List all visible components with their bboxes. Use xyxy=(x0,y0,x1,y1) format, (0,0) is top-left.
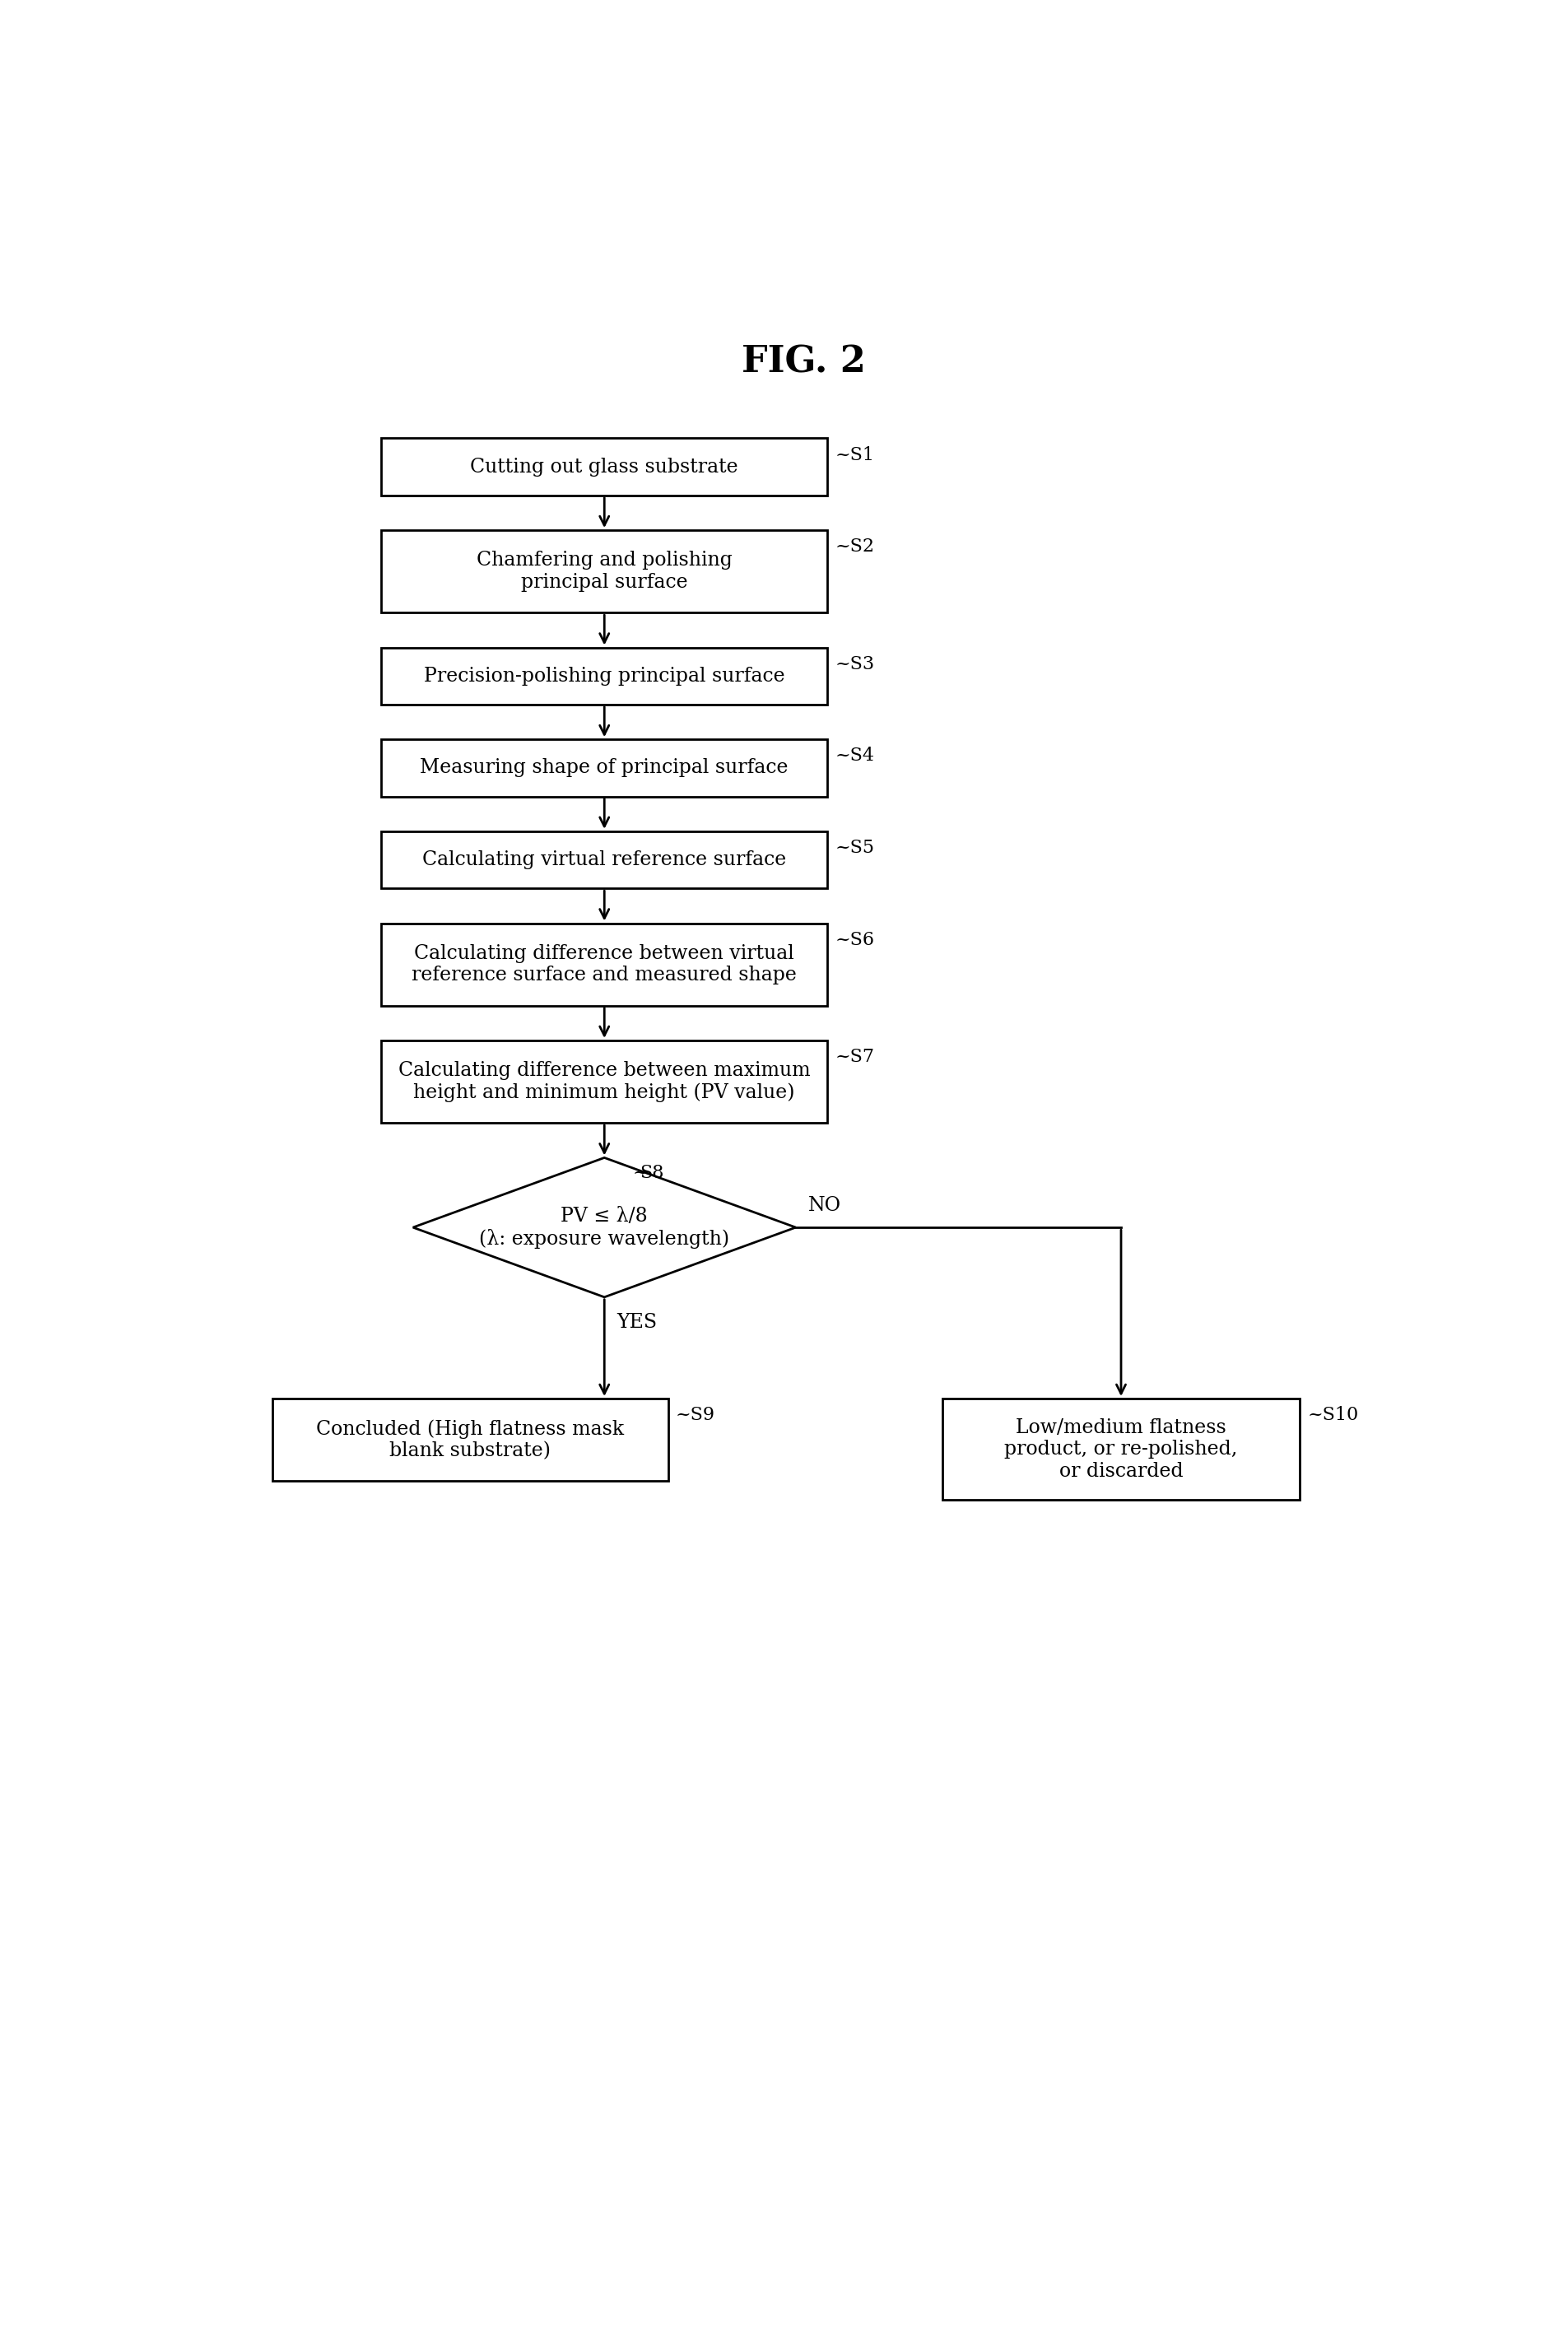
FancyBboxPatch shape xyxy=(381,830,828,888)
Text: PV ≤ λ/8
(λ: exposure wavelength): PV ≤ λ/8 (λ: exposure wavelength) xyxy=(478,1206,729,1248)
Text: Concluded (High flatness mask
blank substrate): Concluded (High flatness mask blank subs… xyxy=(317,1420,624,1460)
Text: ~S1: ~S1 xyxy=(834,445,875,464)
FancyBboxPatch shape xyxy=(381,529,828,613)
Text: Measuring shape of principal surface: Measuring shape of principal surface xyxy=(420,758,789,777)
Text: ~S9: ~S9 xyxy=(676,1406,715,1425)
Text: S8: S8 xyxy=(640,1164,663,1182)
Text: ~S5: ~S5 xyxy=(834,840,875,856)
Text: NO: NO xyxy=(808,1196,840,1215)
Text: ~S3: ~S3 xyxy=(834,655,875,674)
Text: ~S6: ~S6 xyxy=(834,930,875,949)
Text: Low/medium flatness
product, or re-polished,
or discarded: Low/medium flatness product, or re-polis… xyxy=(1004,1418,1237,1481)
Text: ~S7: ~S7 xyxy=(834,1047,875,1066)
Text: Precision-polishing principal surface: Precision-polishing principal surface xyxy=(423,667,784,686)
Text: YES: YES xyxy=(616,1313,657,1332)
FancyBboxPatch shape xyxy=(381,1040,828,1122)
FancyBboxPatch shape xyxy=(381,438,828,494)
FancyBboxPatch shape xyxy=(942,1399,1298,1499)
Text: Calculating difference between maximum
height and minimum height (PV value): Calculating difference between maximum h… xyxy=(398,1061,811,1103)
Text: Chamfering and polishing
principal surface: Chamfering and polishing principal surfa… xyxy=(477,550,732,592)
Text: FIG. 2: FIG. 2 xyxy=(742,345,866,380)
FancyBboxPatch shape xyxy=(381,739,828,798)
FancyBboxPatch shape xyxy=(381,923,828,1005)
FancyBboxPatch shape xyxy=(381,648,828,704)
Text: ~S10: ~S10 xyxy=(1306,1406,1358,1425)
Text: ~S4: ~S4 xyxy=(834,746,875,765)
Text: Calculating difference between virtual
reference surface and measured shape: Calculating difference between virtual r… xyxy=(411,944,797,984)
Text: Calculating virtual reference surface: Calculating virtual reference surface xyxy=(422,851,786,870)
Text: ~: ~ xyxy=(633,1164,648,1182)
Text: Cutting out glass substrate: Cutting out glass substrate xyxy=(470,457,739,476)
Polygon shape xyxy=(412,1157,795,1297)
FancyBboxPatch shape xyxy=(273,1399,668,1481)
Text: ~S2: ~S2 xyxy=(834,539,875,555)
